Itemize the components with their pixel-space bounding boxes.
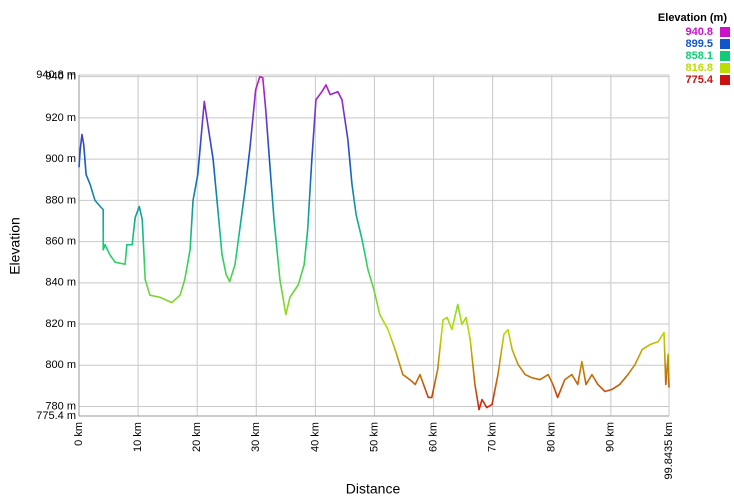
x-tick-label: 50 km — [368, 422, 380, 452]
legend-swatch — [720, 39, 730, 49]
y-tick-label: 775.4 m — [36, 410, 76, 422]
y-tick-label: 780 m — [45, 400, 76, 412]
y-tick-label: 840 m — [45, 277, 76, 289]
x-axis-title: Distance — [346, 481, 401, 497]
legend-label: 816.8 — [685, 62, 713, 74]
legend-label: 899.5 — [685, 38, 713, 50]
y-tick-label: 880 m — [45, 194, 76, 206]
legend-label: 858.1 — [685, 50, 713, 62]
legend-swatch — [720, 75, 730, 85]
legend-title: Elevation (m) — [658, 12, 727, 24]
x-tick-label: 99.8435 km — [663, 422, 675, 479]
legend-swatch — [720, 63, 730, 73]
x-tick-label: 60 km — [427, 422, 439, 452]
y-tick-label: 820 m — [45, 318, 76, 330]
legend-label: 775.4 — [685, 74, 713, 86]
legend-swatch — [720, 51, 730, 61]
y-tick-label: 800 m — [45, 359, 76, 371]
y-tick-label: 860 m — [45, 235, 76, 247]
y-tick-label: 940.8 m — [36, 69, 76, 81]
x-tick-label: 90 km — [605, 422, 617, 452]
x-tick-label: 40 km — [309, 422, 321, 452]
y-tick-label: 920 m — [45, 112, 76, 124]
x-tick-label: 30 km — [250, 422, 262, 452]
y-tick-label: 900 m — [45, 153, 76, 165]
elevation-line — [78, 75, 670, 411]
y-axis-title: Elevation — [7, 217, 23, 275]
legend-label: 940.8 — [685, 26, 713, 38]
x-tick-label: 20 km — [191, 422, 203, 452]
x-tick-label: 0 km — [73, 422, 85, 446]
legend-swatch — [720, 27, 730, 37]
x-tick-label: 70 km — [487, 422, 499, 452]
x-tick-label: 80 km — [546, 422, 558, 452]
y-tick-label: 940 m — [45, 71, 76, 83]
x-tick-label: 10 km — [132, 422, 144, 452]
